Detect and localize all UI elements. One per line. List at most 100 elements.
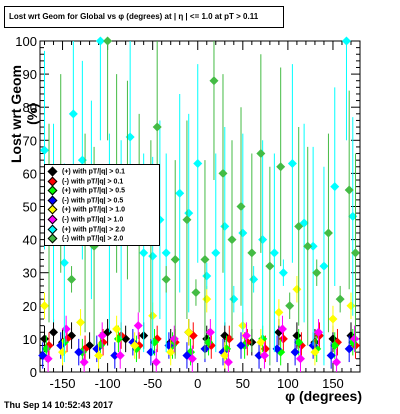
data-point (175, 188, 185, 198)
data-point (256, 337, 266, 347)
data-point (312, 268, 322, 278)
data-point (350, 248, 360, 258)
data-point (277, 324, 287, 334)
data-point (187, 354, 197, 364)
x-tick-label: -150 (50, 376, 76, 391)
y-axis-label: Lost wrt Geom (%) (8, 65, 40, 164)
legend-entry: (-) with pT/|q| > 0.1 (47, 176, 123, 188)
data-point (323, 228, 333, 238)
data-point (330, 341, 340, 351)
data-point (59, 258, 69, 268)
data-point (49, 327, 59, 337)
data-point (276, 162, 286, 172)
data-point (202, 271, 212, 281)
data-point (330, 182, 340, 192)
data-point (152, 122, 162, 132)
data-point (265, 261, 275, 271)
x-tick-label: 50 (236, 376, 250, 391)
data-point (335, 294, 345, 304)
data-point (94, 350, 104, 360)
data-point (112, 324, 122, 334)
data-point (274, 307, 284, 317)
legend-marker (47, 204, 58, 215)
y-tick-label: 30 (23, 266, 37, 281)
legend-entry: (-) with pT/|q| > 0.5 (47, 195, 124, 207)
data-point (79, 357, 89, 367)
data-point (328, 314, 338, 324)
data-point (229, 294, 239, 304)
data-point (227, 235, 237, 245)
data-point (259, 350, 269, 360)
x-tick-label: -50 (143, 376, 162, 391)
legend-entry: (+) with pT/|q| > 0.1 (47, 166, 125, 178)
data-point (148, 251, 158, 261)
data-point (247, 248, 257, 258)
data-point (58, 347, 68, 357)
data-point (40, 145, 50, 155)
data-point (292, 331, 302, 341)
y-tick-label: 100 (15, 34, 37, 49)
data-point (169, 334, 179, 344)
data-point (139, 248, 149, 258)
data-point (95, 36, 105, 46)
y-tick-label: 20 (23, 299, 37, 314)
data-point (184, 327, 194, 337)
data-point (326, 350, 336, 360)
data-point (314, 327, 324, 337)
y-tick-label: 60 (23, 166, 37, 181)
chart-title: Lost wrt Geom for Global vs φ (degrees) … (9, 12, 259, 21)
data-point (344, 344, 354, 354)
data-point (296, 354, 306, 364)
x-tick-label: 0 (194, 376, 201, 391)
data-point (236, 341, 246, 351)
x-tick-label: -100 (95, 376, 121, 391)
legend-label: (-) with pT/|q| > 1.0 (62, 216, 124, 224)
legend-marker (47, 166, 58, 177)
data-point (97, 331, 107, 341)
data-point (308, 241, 318, 251)
data-point (110, 350, 120, 360)
legend-label: (-) with pT/|q| > 0.5 (62, 197, 124, 205)
data-point (241, 331, 251, 341)
chart-title-box: Lost wrt Geom for Global vs φ (degrees) … (4, 6, 284, 28)
data-point (294, 221, 304, 231)
timestamp: Thu Sep 14 10:52:43 2017 (4, 400, 114, 410)
data-point (287, 158, 297, 168)
legend-marker (47, 185, 58, 196)
y-tick-label: 0 (30, 365, 37, 380)
data-point (236, 202, 246, 211)
legend-entry: (+) with pT/|q| > 1.0 (47, 204, 126, 216)
data-point (319, 261, 329, 271)
legend-label: (-) with pT/|q| > 2.0 (62, 235, 124, 243)
data-point (166, 347, 176, 357)
data-point (193, 158, 203, 168)
legend-label: (+) with pT/|q| > 2.0 (62, 225, 126, 233)
data-point (223, 357, 233, 367)
data-point (161, 248, 171, 258)
x-tick-label: 150 (322, 376, 344, 391)
data-point (130, 341, 140, 351)
legend-label: (+) with pT/|q| > 1.0 (62, 206, 126, 214)
data-point (76, 317, 86, 327)
data-point (220, 221, 230, 231)
data-point (350, 334, 360, 344)
legend-marker (47, 233, 58, 244)
data-point (68, 109, 78, 119)
y-tick-label: 40 (23, 233, 37, 248)
data-point (285, 301, 295, 311)
y-tick-label: 70 (23, 133, 37, 148)
data-point (43, 354, 53, 364)
data-point (278, 268, 288, 278)
data-point (310, 347, 320, 357)
data-point (133, 321, 143, 331)
legend-marker (47, 176, 58, 187)
data-point (249, 274, 259, 284)
data-point (202, 294, 212, 304)
x-tick-label: 100 (277, 376, 299, 391)
data-point (332, 357, 342, 367)
data-point (67, 274, 77, 284)
legend-entry: (-) with pT/|q| > 1.0 (47, 214, 124, 226)
legend-marker (47, 224, 58, 235)
data-point (103, 36, 113, 46)
legend-entry: (-) with pT/|q| > 2.0 (47, 233, 124, 245)
